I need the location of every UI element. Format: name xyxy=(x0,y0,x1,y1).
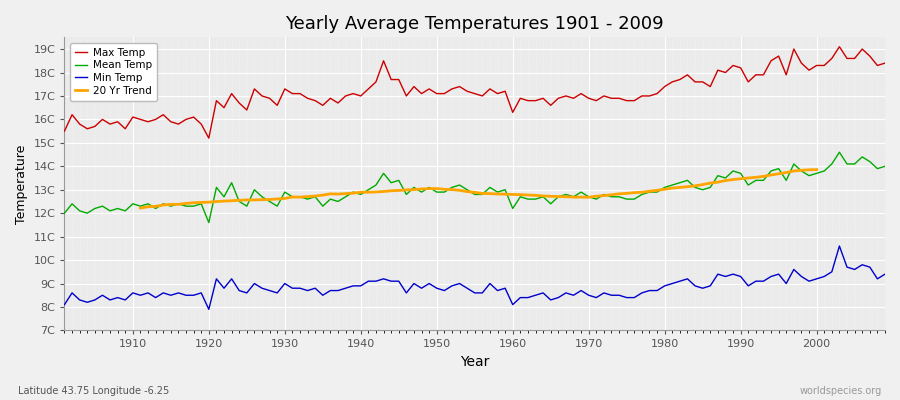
Min Temp xyxy=(508,302,518,307)
Mean Temp xyxy=(120,208,130,213)
Min Temp xyxy=(294,286,305,291)
Legend: Max Temp, Mean Temp, Min Temp, 20 Yr Trend: Max Temp, Mean Temp, Min Temp, 20 Yr Tre… xyxy=(69,42,157,101)
Mean Temp xyxy=(59,211,70,216)
Max Temp xyxy=(120,126,130,131)
Title: Yearly Average Temperatures 1901 - 2009: Yearly Average Temperatures 1901 - 2009 xyxy=(285,15,664,33)
20 Yr Trend xyxy=(811,167,822,172)
X-axis label: Year: Year xyxy=(460,355,490,369)
Line: Min Temp: Min Temp xyxy=(65,246,885,309)
Min Temp xyxy=(59,302,70,307)
Text: worldspecies.org: worldspecies.org xyxy=(800,386,882,396)
Min Temp xyxy=(879,272,890,276)
Max Temp xyxy=(294,91,305,96)
Mean Temp xyxy=(508,206,518,211)
20 Yr Trend xyxy=(606,192,616,197)
Y-axis label: Temperature: Temperature xyxy=(15,144,28,224)
20 Yr Trend xyxy=(135,206,146,210)
Line: Max Temp: Max Temp xyxy=(65,47,885,138)
Max Temp xyxy=(508,110,518,115)
Max Temp xyxy=(515,96,526,101)
Mean Temp xyxy=(879,164,890,169)
Mean Temp xyxy=(203,220,214,225)
Mean Temp xyxy=(340,194,351,199)
20 Yr Trend xyxy=(698,182,708,187)
Max Temp xyxy=(203,136,214,140)
Min Temp xyxy=(515,295,526,300)
Mean Temp xyxy=(834,150,845,155)
Max Temp xyxy=(834,44,845,49)
20 Yr Trend xyxy=(781,170,792,175)
Max Temp xyxy=(879,61,890,66)
Min Temp xyxy=(340,286,351,291)
Min Temp xyxy=(606,293,616,298)
Max Temp xyxy=(606,96,616,101)
20 Yr Trend xyxy=(226,198,237,203)
Min Temp xyxy=(834,244,845,248)
Mean Temp xyxy=(515,194,526,199)
Max Temp xyxy=(59,129,70,134)
20 Yr Trend xyxy=(340,191,351,196)
Text: Latitude 43.75 Longitude -6.25: Latitude 43.75 Longitude -6.25 xyxy=(18,386,169,396)
Mean Temp xyxy=(294,194,305,199)
Max Temp xyxy=(340,94,351,98)
Line: Mean Temp: Mean Temp xyxy=(65,152,885,222)
Min Temp xyxy=(203,307,214,312)
Mean Temp xyxy=(606,194,616,199)
20 Yr Trend xyxy=(713,180,724,184)
Line: 20 Yr Trend: 20 Yr Trend xyxy=(140,170,816,208)
Min Temp xyxy=(120,298,130,302)
